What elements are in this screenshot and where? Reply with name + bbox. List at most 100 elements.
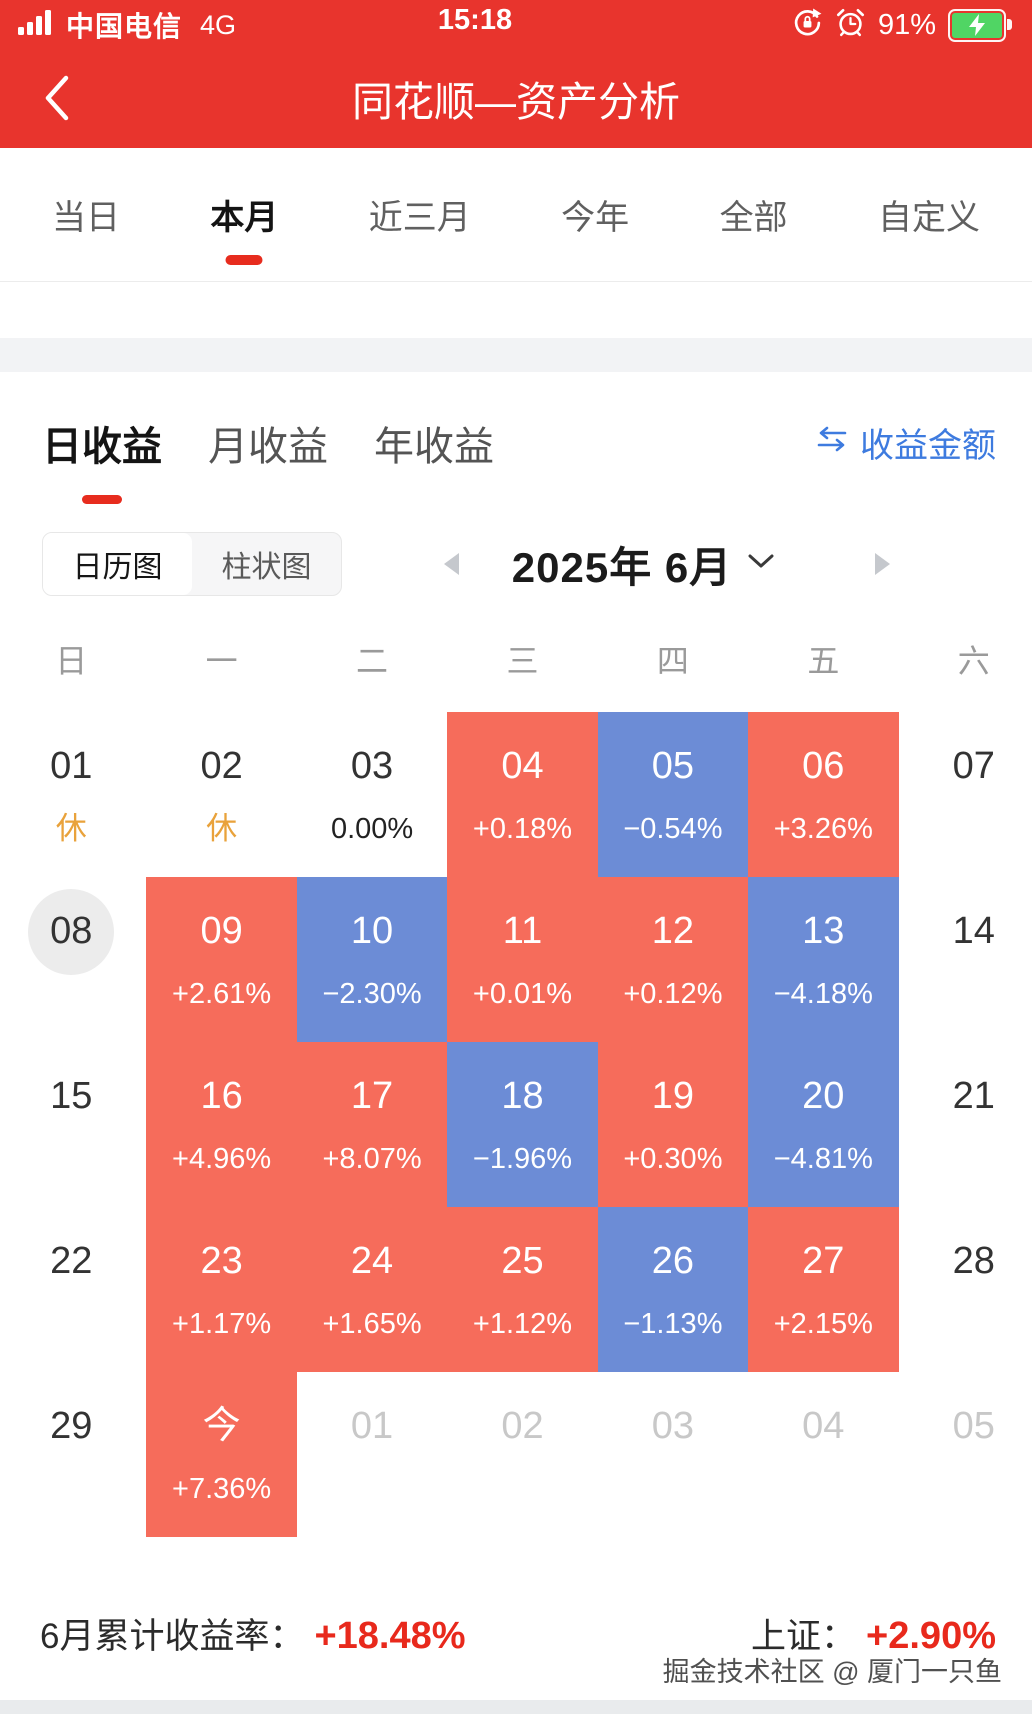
cell-return-value: +1.65% (322, 1308, 422, 1340)
calendar-cell-16[interactable]: 16 +4.96% (146, 1042, 297, 1207)
calendar-cell-01[interactable]: 01 (297, 1372, 447, 1537)
calendar-cell-11[interactable]: 11 +0.01% (447, 877, 598, 1042)
cell-date: 14 (952, 910, 995, 952)
cell-date: 07 (952, 745, 995, 787)
prev-month-arrow-icon[interactable] (444, 553, 459, 575)
cell-date: 22 (50, 1240, 93, 1282)
toggle-bar-view[interactable]: 柱状图 (192, 533, 341, 595)
calendar-cell-29[interactable]: 29 (0, 1372, 146, 1537)
calendar-cell-03[interactable]: 03 (598, 1372, 748, 1537)
page-title: 同花顺—资产分析 (352, 79, 680, 125)
tab-label: 年收益 (374, 424, 494, 469)
cell-return-value: +2.61% (172, 978, 272, 1010)
cell-date: 12 (651, 910, 695, 952)
cell-date: 21 (952, 1075, 995, 1117)
cell-date: 09 (200, 910, 243, 952)
tab-custom[interactable]: 自定义 (872, 148, 986, 281)
monthly-return-label: 6月累计收益率： (40, 1617, 305, 1656)
calendar-cell-19[interactable]: 19 +0.30% (597, 1042, 749, 1207)
cell-date: 29 (50, 1405, 93, 1447)
tab-all[interactable]: 全部 (714, 148, 794, 281)
income-amount-toggle[interactable]: 收益金额 (814, 418, 996, 467)
cell-date: 10 (350, 910, 394, 952)
calendar-cell-02[interactable]: 02 休 (146, 712, 296, 877)
calendar-cell-06[interactable]: 06 +3.26% (748, 712, 899, 877)
cell-date: 05 (952, 1405, 995, 1447)
calendar-cell-28[interactable]: 28 (899, 1207, 1032, 1372)
tab-daily-income[interactable]: 日收益 (40, 414, 164, 504)
tab-today[interactable]: 当日 (46, 148, 126, 281)
tab-yearly-income[interactable]: 年收益 (372, 414, 496, 472)
calendar-cell-13[interactable]: 13 −4.18% (748, 877, 899, 1042)
calendar-cell-03[interactable]: 03 0.00% (297, 712, 447, 877)
tab-label: 本月 (210, 199, 279, 237)
calendar-cell-27[interactable]: 27 +2.15% (748, 1207, 899, 1372)
calendar-cell-05[interactable]: 05 (899, 1372, 1032, 1537)
calendar-cell-07[interactable]: 07 (899, 712, 1032, 877)
rotation-lock-icon (792, 7, 823, 43)
network-type-label: 4G (200, 9, 237, 40)
cell-date: 15 (50, 1075, 93, 1117)
next-month-arrow-icon[interactable] (875, 553, 890, 575)
cell-return-value: −4.81% (773, 1143, 873, 1175)
cell-date: 03 (651, 1405, 695, 1447)
calendar-cell-24[interactable]: 24 +1.65% (296, 1207, 448, 1372)
swap-arrows-icon (814, 423, 850, 462)
calendar-cell-02[interactable]: 02 (447, 1372, 597, 1537)
tab-this-year[interactable]: 今年 (555, 148, 635, 281)
cell-date: 18 (501, 1075, 544, 1117)
calendar-cell-14[interactable]: 14 (899, 877, 1032, 1042)
bottom-strip (0, 1700, 1032, 1714)
calendar-cell-12[interactable]: 12 +0.12% (597, 877, 749, 1042)
cell-date: 01 (50, 745, 93, 787)
cell-date: 05 (651, 745, 695, 787)
calendar-cell-18[interactable]: 18 −1.96% (447, 1042, 598, 1207)
calendar-cell-01[interactable]: 01 休 (0, 712, 146, 877)
cell-date: 13 (802, 910, 845, 952)
cell-date: 04 (501, 745, 544, 787)
weekday-label: 日 (55, 643, 88, 679)
calendar-cell-04[interactable]: 04 +0.18% (447, 712, 598, 877)
weekday-header-row: 日一二三四五六 (0, 634, 1032, 684)
chevron-down-icon[interactable] (748, 554, 774, 575)
calendar-cell-23[interactable]: 23 +1.17% (146, 1207, 297, 1372)
period-tab-bar: 当日 本月 近三月 今年 全部 自定义 (0, 148, 1032, 282)
battery-percent-label: 91% (877, 8, 936, 41)
calendar-cell-10[interactable]: 10 −2.30% (296, 877, 448, 1042)
calendar-cell-21[interactable]: 21 (899, 1042, 1032, 1207)
back-button[interactable] (44, 74, 74, 122)
calendar-cell-今[interactable]: 今 +7.36% (146, 1372, 297, 1537)
calendar-cell-25[interactable]: 25 +1.12% (447, 1207, 598, 1372)
weekday-label: 一 (205, 643, 238, 679)
tab-this-month[interactable]: 本月 (204, 148, 284, 281)
toggle-label: 日历图 (72, 551, 163, 584)
calendar-cell-17[interactable]: 17 +8.07% (296, 1042, 448, 1207)
calendar-cell-05[interactable]: 05 −0.54% (597, 712, 749, 877)
monthly-return-value: +18.48% (314, 1615, 466, 1657)
cell-return-value: +3.26% (773, 813, 873, 845)
cell-return-value: +0.30% (623, 1143, 723, 1175)
cell-date: 02 (200, 745, 243, 787)
calendar-cell-20[interactable]: 20 −4.81% (748, 1042, 899, 1207)
watermark: 掘金技术社区 @ 厦门一只鱼 (662, 1657, 1002, 1687)
battery-charging-icon (948, 8, 1012, 42)
calendar-cell-04[interactable]: 04 (748, 1372, 898, 1537)
income-amount-label: 收益金额 (860, 427, 996, 465)
weekday-label: 六 (957, 643, 990, 679)
cell-date: 03 (350, 745, 394, 787)
calendar-cell-08[interactable]: 08 (0, 877, 146, 1042)
carrier-label: 中国电信 (66, 11, 183, 42)
toggle-calendar-view[interactable]: 日历图 (43, 533, 192, 595)
cell-date: 20 (802, 1075, 845, 1117)
calendar-cell-15[interactable]: 15 (0, 1042, 146, 1207)
index-label: 上证： (751, 1617, 857, 1656)
cell-date: 01 (350, 1405, 394, 1447)
tab-label: 全部 (719, 199, 788, 237)
tab-three-months[interactable]: 近三月 (363, 148, 477, 281)
tab-label: 月收益 (208, 424, 328, 469)
calendar-cell-26[interactable]: 26 −1.13% (597, 1207, 749, 1372)
calendar-cell-22[interactable]: 22 (0, 1207, 146, 1372)
tab-monthly-income[interactable]: 月收益 (206, 414, 330, 472)
tab-label: 今年 (561, 199, 630, 237)
calendar-cell-09[interactable]: 09 +2.61% (146, 877, 297, 1042)
